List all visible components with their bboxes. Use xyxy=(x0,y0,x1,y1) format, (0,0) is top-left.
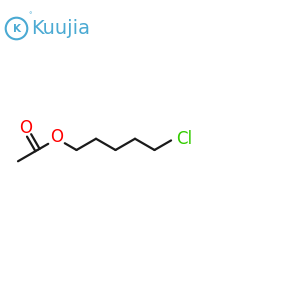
Text: Cl: Cl xyxy=(176,130,193,148)
Text: K: K xyxy=(13,23,20,34)
Text: O: O xyxy=(19,119,32,137)
Text: Kuujia: Kuujia xyxy=(32,19,91,38)
Text: O: O xyxy=(50,128,64,146)
Text: °: ° xyxy=(28,12,32,18)
